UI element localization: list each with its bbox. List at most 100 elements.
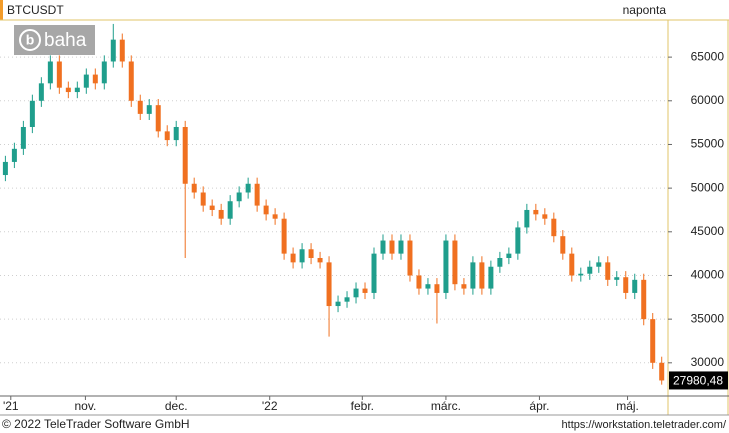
candle-body bbox=[344, 297, 350, 302]
candle-body bbox=[218, 209, 224, 219]
candle-body bbox=[614, 277, 620, 280]
x-tick-label: ápr. bbox=[529, 399, 549, 413]
candle-body bbox=[551, 218, 557, 237]
candle-body bbox=[515, 227, 521, 254]
candle-body bbox=[308, 249, 314, 259]
candle-body bbox=[659, 362, 665, 381]
candle-body bbox=[407, 240, 413, 276]
candle-body bbox=[353, 288, 359, 298]
x-tick-label: '22 bbox=[262, 399, 278, 413]
candle-body bbox=[533, 209, 539, 215]
candle-body bbox=[47, 61, 53, 84]
candle-body bbox=[317, 258, 323, 263]
candle-body bbox=[578, 273, 584, 276]
last-price-box bbox=[669, 371, 728, 390]
watermark-icon bbox=[19, 29, 41, 51]
candle-body bbox=[443, 240, 449, 293]
y-tick-label: 45000 bbox=[691, 224, 725, 238]
candle-body bbox=[38, 83, 44, 101]
candle-body bbox=[101, 61, 107, 84]
candle-body bbox=[245, 183, 251, 193]
y-tick-label: 50000 bbox=[691, 180, 725, 194]
candle-body bbox=[200, 192, 206, 206]
candle-body bbox=[524, 209, 530, 228]
y-tick-label: 60000 bbox=[691, 93, 725, 107]
last-price-label: 27980,48 bbox=[673, 374, 723, 388]
y-tick-label: 55000 bbox=[691, 137, 725, 151]
candle-body bbox=[173, 126, 179, 141]
candle-body bbox=[146, 105, 152, 114]
chart-title: BTCUSDT bbox=[7, 3, 64, 17]
y-tick-label: 30000 bbox=[691, 355, 725, 369]
candle-body bbox=[560, 236, 566, 254]
candle-body bbox=[461, 284, 467, 289]
candle-body bbox=[623, 277, 629, 293]
candle-body bbox=[272, 214, 278, 219]
candle-body bbox=[605, 262, 611, 280]
candle-body bbox=[506, 253, 512, 259]
candle-body bbox=[83, 74, 89, 88]
candle-body bbox=[425, 284, 431, 289]
candle-body bbox=[650, 319, 656, 363]
candle-body bbox=[128, 61, 134, 101]
y-tick-label: 65000 bbox=[691, 49, 725, 63]
candle-body bbox=[56, 61, 62, 88]
x-tick-label: nov. bbox=[75, 399, 97, 413]
candle-body bbox=[632, 279, 638, 293]
candle-body bbox=[380, 240, 386, 254]
candle-body bbox=[20, 126, 26, 149]
candle-body bbox=[182, 126, 188, 184]
x-tick-label: dec. bbox=[165, 399, 188, 413]
watermark: baha bbox=[44, 30, 87, 51]
candle-body bbox=[335, 301, 341, 307]
candle-body bbox=[209, 205, 215, 210]
symbol-marker bbox=[0, 0, 3, 20]
y-tick-label: 35000 bbox=[691, 311, 725, 325]
candle-body bbox=[227, 201, 233, 219]
watermark-icon-letter: b bbox=[26, 32, 35, 48]
candle-body bbox=[389, 240, 395, 254]
candle-body bbox=[371, 253, 377, 293]
footer-copyright: © 2022 TeleTrader Software GmbH bbox=[2, 417, 190, 431]
candle-body bbox=[479, 262, 485, 289]
candle-body bbox=[29, 100, 35, 127]
candle-body bbox=[416, 275, 422, 289]
candle-body bbox=[497, 258, 503, 267]
candle-body bbox=[119, 39, 125, 62]
candle-body bbox=[641, 279, 647, 320]
candle-body bbox=[488, 266, 494, 289]
candle-body bbox=[74, 87, 80, 93]
candle-body bbox=[65, 87, 71, 93]
candle-body bbox=[2, 161, 8, 176]
candle-body bbox=[191, 183, 197, 193]
candle-body bbox=[326, 262, 332, 307]
candle-body bbox=[542, 214, 548, 219]
x-tick-label: febr. bbox=[351, 399, 374, 413]
candle-body bbox=[110, 39, 116, 62]
candle-body bbox=[263, 205, 269, 215]
x-tick-label: márc. bbox=[431, 399, 461, 413]
candle-body bbox=[164, 131, 170, 141]
footer-url: https://workstation.teletrader.com/ bbox=[562, 419, 727, 431]
candle-body bbox=[434, 284, 440, 293]
candle-body bbox=[398, 240, 404, 254]
candle-body bbox=[236, 192, 242, 202]
candle-body bbox=[290, 253, 296, 263]
candle-body bbox=[11, 148, 17, 162]
candle-body bbox=[155, 105, 161, 132]
interval: naponta bbox=[623, 3, 667, 17]
candle-body bbox=[281, 218, 287, 254]
x-tick-label: '21 bbox=[3, 399, 19, 413]
candle-body bbox=[92, 74, 98, 84]
candle-body bbox=[596, 262, 602, 267]
candle-body bbox=[470, 262, 476, 289]
candle-body bbox=[569, 253, 575, 276]
candle-body bbox=[587, 266, 593, 274]
y-tick-label: 40000 bbox=[691, 268, 725, 282]
candle-body bbox=[137, 100, 143, 114]
candle-body bbox=[299, 249, 305, 263]
candle-body bbox=[362, 288, 368, 293]
x-tick-label: máj. bbox=[616, 399, 639, 413]
